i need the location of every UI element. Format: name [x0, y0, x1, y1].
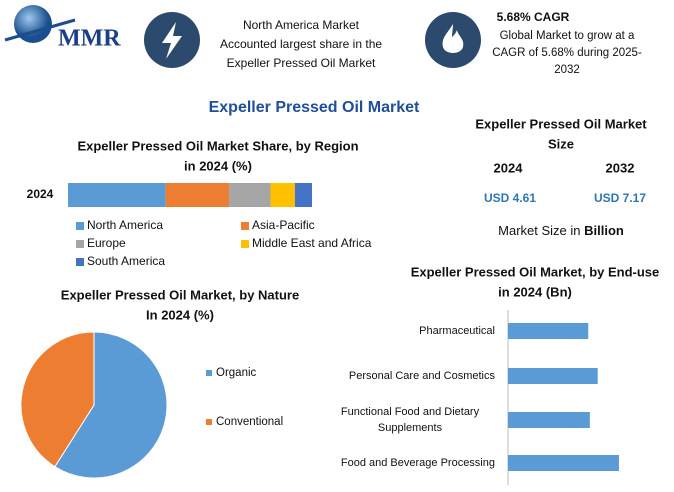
chart-title: in 2024 (Bn)	[498, 284, 572, 299]
size-value: USD 7.17	[594, 191, 646, 205]
logo-swoosh	[4, 18, 76, 42]
logo-text: MMR	[58, 26, 121, 52]
category-label-box: Personal Care and Cosmetics	[325, 368, 495, 384]
pie-slice	[54, 331, 168, 479]
category-label: Food and Beverage Processing	[340, 457, 495, 469]
category-label: Pharmaceutical	[419, 325, 495, 337]
size-unit: Billion	[584, 223, 624, 238]
size-note-text: Market Size in	[498, 223, 580, 238]
pie-slice	[20, 331, 95, 468]
legend-label: Europe	[87, 236, 126, 250]
legend-marker	[76, 258, 84, 266]
bar-segment	[68, 183, 166, 207]
legend-label: Organic	[216, 367, 257, 379]
cagr-title: 5.68% CAGR	[497, 10, 570, 24]
chart-title: Expeller Pressed Oil Market, by End-use	[411, 264, 660, 279]
info-text: CAGR of 5.68% during 2025-	[492, 47, 642, 59]
info-text: 2032	[554, 64, 580, 76]
legend-label: Asia-Pacific	[252, 218, 315, 232]
bar-segment	[294, 183, 312, 207]
category-label-box: Functional Food and Dietary Supplements	[325, 404, 495, 436]
legend-label: South America	[87, 254, 165, 268]
category-label: Functional Food and Dietary Supplements	[340, 406, 480, 434]
y-tick-label: 2024	[27, 187, 54, 201]
category-label-box: Pharmaceutical	[325, 323, 495, 339]
year: 2032	[606, 160, 635, 175]
size-note: Market Size in Billion	[498, 223, 624, 238]
legend-marker	[76, 222, 84, 230]
category-label-box: Food and Beverage Processing	[325, 455, 495, 471]
info-text: North America Market	[243, 18, 360, 32]
flame-icon	[442, 24, 464, 53]
bar	[508, 412, 590, 428]
legend-marker	[206, 419, 212, 425]
category-label: Personal Care and Cosmetics	[348, 370, 495, 382]
info-text: Expeller Pressed Oil Market	[227, 56, 376, 70]
chart-title: Expeller Pressed Oil Market, by Nature	[61, 287, 299, 302]
bar	[508, 455, 619, 471]
bolt-icon	[162, 22, 182, 59]
legend-marker	[241, 240, 249, 248]
chart-title: In 2024 (%)	[146, 307, 214, 322]
legend-label: Middle East and Africa	[252, 236, 372, 250]
legend-marker	[206, 370, 212, 376]
size-title: Expeller Pressed Oil Market	[475, 116, 647, 131]
year: 2024	[494, 160, 524, 175]
legend-label: Conventional	[216, 416, 283, 428]
size-value: USD 4.61	[484, 191, 536, 205]
size-title: Size	[548, 136, 574, 151]
legend-marker	[241, 222, 249, 230]
info-text: Accounted largest share in the	[220, 37, 382, 51]
bar-segment	[165, 183, 230, 207]
legend-label: North America	[87, 218, 163, 232]
info-text: Global Market to grow at a	[500, 30, 635, 42]
main-title: Expeller Pressed Oil Market	[209, 99, 420, 116]
chart-title: in 2024 (%)	[184, 158, 252, 173]
bar	[508, 323, 589, 339]
bar-segment	[229, 183, 271, 207]
legend-marker	[76, 240, 84, 248]
bar-segment	[270, 183, 295, 207]
chart-title: Expeller Pressed Oil Market Share, by Re…	[77, 138, 358, 153]
bar	[508, 368, 598, 384]
